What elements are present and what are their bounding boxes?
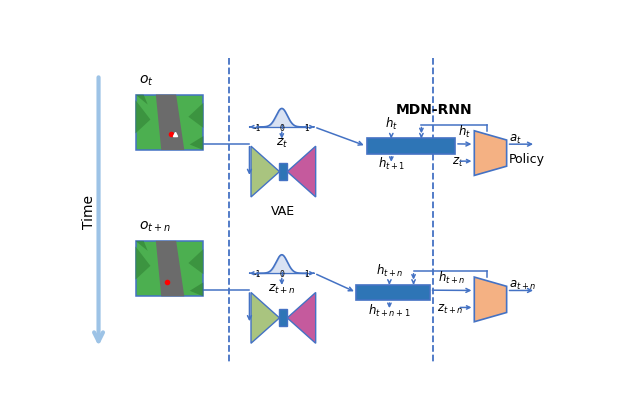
Bar [136, 241, 204, 296]
Polygon shape [287, 146, 316, 197]
Text: $h_{t+n}$: $h_{t+n}$ [438, 270, 466, 286]
Text: $z_{t+n}$: $z_{t+n}$ [268, 283, 296, 296]
Text: $z_t$: $z_t$ [276, 137, 288, 150]
Polygon shape [156, 241, 184, 296]
Polygon shape [189, 282, 204, 296]
Text: $h_{t+n+1}$: $h_{t+n+1}$ [368, 302, 411, 319]
Text: 0: 0 [280, 124, 284, 133]
Polygon shape [188, 249, 204, 274]
Text: $h_t$: $h_t$ [385, 116, 397, 132]
Text: MDN-RNN: MDN-RNN [396, 103, 472, 117]
Bar [367, 139, 455, 154]
Bar [356, 285, 429, 300]
Polygon shape [474, 277, 507, 322]
Polygon shape [251, 292, 280, 343]
Polygon shape [188, 103, 204, 128]
Text: $a_{t+n}$: $a_{t+n}$ [509, 279, 536, 292]
Text: -1: -1 [253, 124, 261, 133]
Text: $h_t$: $h_t$ [458, 124, 471, 140]
Text: $z_t$: $z_t$ [452, 156, 463, 169]
Polygon shape [156, 94, 184, 150]
Text: -1: -1 [253, 270, 261, 279]
Text: VAE: VAE [271, 205, 296, 218]
Text: $a_t$: $a_t$ [509, 133, 522, 146]
Text: Policy: Policy [509, 153, 545, 166]
Text: $h_{t+1}$: $h_{t+1}$ [378, 156, 405, 172]
Polygon shape [136, 94, 148, 104]
Polygon shape [136, 246, 150, 280]
Polygon shape [474, 131, 507, 176]
Polygon shape [189, 136, 204, 150]
Polygon shape [136, 100, 150, 134]
Polygon shape [136, 241, 148, 251]
Text: Time: Time [83, 195, 96, 229]
Bar [136, 94, 204, 150]
Polygon shape [287, 292, 316, 343]
Bar [280, 163, 287, 180]
Bar [280, 310, 287, 326]
Text: $z_{t+n}$: $z_{t+n}$ [437, 303, 463, 316]
Text: 1: 1 [304, 124, 309, 133]
Text: $o_{t+n}$: $o_{t+n}$ [139, 220, 170, 234]
Text: $h_{t+n}$: $h_{t+n}$ [376, 262, 403, 279]
Text: 0: 0 [280, 270, 284, 279]
Polygon shape [251, 146, 280, 197]
Text: 1: 1 [304, 270, 309, 279]
Text: $o_t$: $o_t$ [139, 73, 153, 88]
